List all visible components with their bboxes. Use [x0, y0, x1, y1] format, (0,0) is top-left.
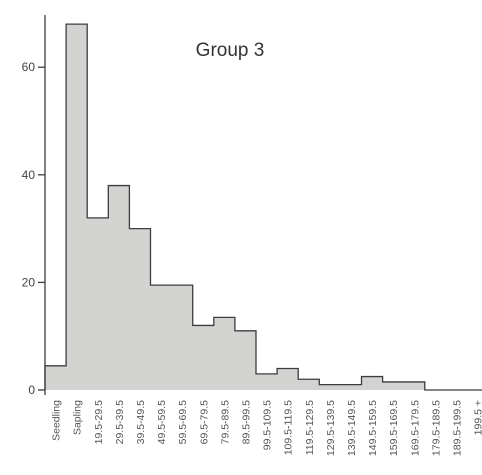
x-category-label: 169.5-179.5: [409, 400, 421, 456]
x-category-label: 119.5-129.5: [304, 400, 316, 455]
x-category-label: 139.5-149.5: [346, 400, 358, 456]
bar: [234, 330, 257, 390]
x-category-label: Sapling: [72, 400, 84, 435]
x-category-label: 89.5-99.5: [240, 400, 252, 445]
bar: [192, 325, 215, 390]
x-category-labels: Seedling Sapling 19.5-29.5 29.5-39.5 39.5-49…: [51, 400, 482, 456]
bar: [66, 24, 88, 390]
bar: [171, 285, 194, 390]
y-tick-label: 0: [28, 383, 35, 397]
bar: [87, 217, 109, 390]
bar: [403, 381, 426, 390]
bar: [361, 376, 383, 390]
x-category-label: 99.5-109.5: [262, 400, 274, 450]
x-category-label: 159.5-169.5: [388, 400, 400, 456]
bar: [129, 228, 151, 390]
bar: [340, 384, 362, 390]
x-category-label: 149.5-159.5: [367, 400, 379, 456]
x-category-label: 129.5-139.5: [325, 400, 337, 456]
bar: [150, 285, 172, 390]
x-category-label: 19.5-29.5: [93, 400, 105, 445]
bars-group: [45, 24, 426, 390]
y-tick-label: 60: [22, 60, 36, 74]
bar: [256, 373, 278, 390]
bar: [45, 365, 67, 390]
bar: [319, 384, 341, 390]
bar: [108, 185, 130, 390]
x-category-label: 199.5 +: [473, 400, 482, 435]
x-category-label: Seedling: [51, 400, 63, 441]
x-category-label: 39.5-49.5: [135, 400, 147, 445]
x-category-label: 79.5-89.5: [219, 400, 231, 445]
y-ticks: 0 20 40 60: [22, 60, 45, 397]
x-category-label: 189.5-199.5: [451, 400, 463, 456]
chart-title: Group 3: [196, 40, 265, 61]
bar: [213, 317, 236, 390]
x-category-label: 109.5-119.5: [283, 400, 295, 455]
histogram-outline: [44, 23, 482, 391]
x-category-label: 59.5-69.5: [177, 400, 189, 445]
bar: [277, 368, 299, 390]
x-category-label: 49.5-59.5: [156, 400, 168, 445]
bar: [298, 379, 320, 390]
x-category-label: 29.5-39.5: [114, 400, 126, 445]
x-category-label: 179.5-189.5: [430, 400, 442, 456]
x-category-label: 69.5-79.5: [198, 400, 210, 445]
y-tick-label: 20: [22, 275, 36, 289]
bar: [382, 381, 405, 390]
y-tick-label: 40: [22, 168, 36, 182]
